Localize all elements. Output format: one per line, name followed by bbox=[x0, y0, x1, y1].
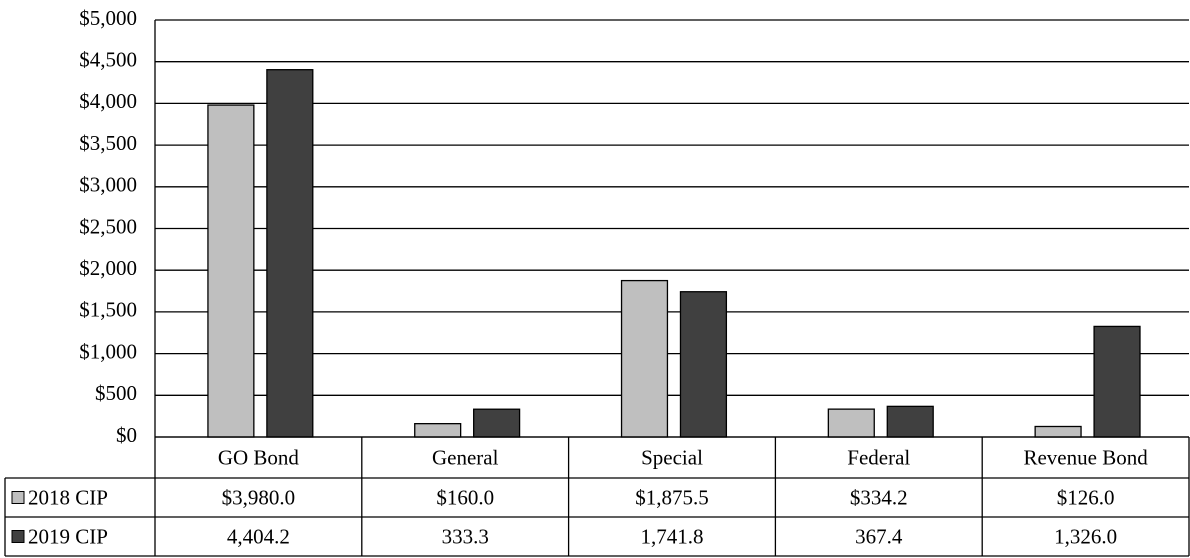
legend-label: 2018 CIP bbox=[28, 485, 108, 509]
table-cell: $3,980.0 bbox=[222, 485, 296, 509]
y-tick-label: $2,000 bbox=[79, 256, 137, 280]
y-tick-label: $3,000 bbox=[79, 173, 137, 197]
y-tick-label: $1,000 bbox=[79, 339, 137, 363]
legend-swatch bbox=[11, 530, 25, 543]
y-tick-label: $1,500 bbox=[79, 298, 137, 322]
y-tick-label: $500 bbox=[95, 381, 137, 405]
bar bbox=[886, 405, 934, 438]
table-cell: $160.0 bbox=[436, 485, 494, 509]
table-cell: 333.3 bbox=[442, 524, 489, 548]
table-cell: 4,404.2 bbox=[227, 524, 290, 548]
bar bbox=[1093, 325, 1141, 438]
table-cell: $126.0 bbox=[1057, 485, 1115, 509]
y-tick-label: $3,500 bbox=[79, 131, 137, 155]
bar bbox=[473, 408, 521, 438]
table-header: Revenue Bond bbox=[1023, 445, 1148, 469]
table-cell: $334.2 bbox=[850, 485, 908, 509]
bar bbox=[414, 423, 462, 438]
table-cell: $1,875.5 bbox=[635, 485, 709, 509]
table-cell: 1,741.8 bbox=[641, 524, 704, 548]
bar bbox=[207, 104, 255, 438]
bar bbox=[620, 279, 669, 438]
table-cell: 1,326.0 bbox=[1054, 524, 1117, 548]
bar bbox=[266, 69, 314, 438]
table-header: General bbox=[432, 445, 499, 469]
y-tick-label: $2,500 bbox=[79, 214, 137, 238]
y-tick-label: $4,000 bbox=[79, 89, 137, 113]
y-tick-label: $5,000 bbox=[79, 6, 137, 30]
table-header: Federal bbox=[847, 445, 910, 469]
table-header: Special bbox=[641, 445, 703, 469]
y-tick-label: $0 bbox=[116, 423, 137, 447]
legend-label: 2019 CIP bbox=[28, 524, 108, 548]
table-cell: 367.4 bbox=[855, 524, 903, 548]
y-tick-label: $4,500 bbox=[79, 48, 137, 72]
legend-swatch bbox=[11, 491, 25, 504]
bar bbox=[679, 291, 728, 438]
bar bbox=[827, 408, 875, 438]
table-header: GO Bond bbox=[218, 445, 300, 469]
bar bbox=[1034, 425, 1082, 438]
